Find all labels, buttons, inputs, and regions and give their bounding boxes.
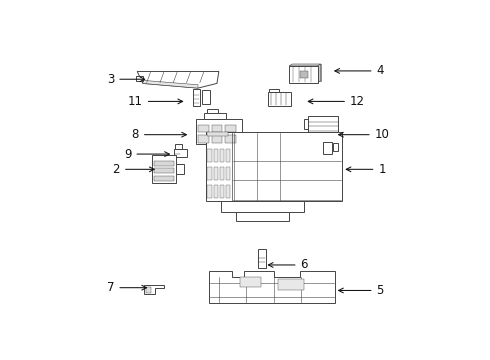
Polygon shape <box>144 285 164 294</box>
Bar <box>220 149 224 162</box>
Bar <box>220 185 224 198</box>
Text: 2: 2 <box>113 163 154 176</box>
Bar <box>300 71 308 78</box>
Bar <box>236 212 289 221</box>
Bar <box>333 143 338 151</box>
Bar <box>174 149 187 157</box>
Text: 6: 6 <box>269 258 308 271</box>
Bar <box>220 201 304 212</box>
Bar <box>323 141 332 154</box>
Bar <box>226 167 230 180</box>
Text: 5: 5 <box>339 284 384 297</box>
Bar <box>153 161 174 166</box>
Bar <box>202 90 210 104</box>
Bar <box>220 167 224 180</box>
Bar <box>308 116 339 132</box>
Text: 8: 8 <box>132 128 186 141</box>
Bar <box>278 279 304 291</box>
Bar <box>214 167 218 180</box>
Bar <box>175 144 182 149</box>
Polygon shape <box>209 271 335 303</box>
Polygon shape <box>137 72 219 88</box>
Bar <box>204 113 226 120</box>
Bar <box>153 168 174 174</box>
Bar <box>226 185 230 198</box>
Bar <box>214 185 218 198</box>
Text: 3: 3 <box>107 73 145 86</box>
Polygon shape <box>289 64 320 66</box>
Polygon shape <box>143 80 198 88</box>
Bar <box>207 132 227 136</box>
Bar <box>198 125 209 132</box>
Bar <box>268 92 291 105</box>
Bar <box>258 249 266 268</box>
Bar <box>225 125 236 132</box>
Text: 11: 11 <box>128 95 183 108</box>
Text: 4: 4 <box>335 64 384 77</box>
Bar <box>196 120 242 144</box>
Bar <box>206 132 342 201</box>
Bar <box>225 135 236 143</box>
Bar <box>146 287 151 293</box>
Polygon shape <box>318 64 320 82</box>
Bar <box>207 185 212 198</box>
Bar <box>207 149 212 162</box>
Bar <box>136 76 143 81</box>
Text: 9: 9 <box>124 148 170 161</box>
Bar <box>198 135 209 143</box>
Bar <box>226 149 230 162</box>
Bar <box>212 125 222 132</box>
Bar <box>270 89 279 92</box>
Bar <box>207 109 218 113</box>
Bar <box>153 176 174 181</box>
Bar <box>214 149 218 162</box>
Text: 10: 10 <box>339 128 390 141</box>
Bar <box>207 167 212 180</box>
Bar <box>151 156 176 183</box>
Bar <box>240 278 261 287</box>
Text: 1: 1 <box>346 163 386 176</box>
Bar <box>194 90 200 105</box>
Bar <box>304 118 309 129</box>
Text: 12: 12 <box>308 95 365 108</box>
Text: 7: 7 <box>107 281 147 294</box>
Bar <box>289 66 318 82</box>
Bar <box>176 164 184 174</box>
Bar <box>292 64 320 81</box>
Bar <box>212 135 222 143</box>
